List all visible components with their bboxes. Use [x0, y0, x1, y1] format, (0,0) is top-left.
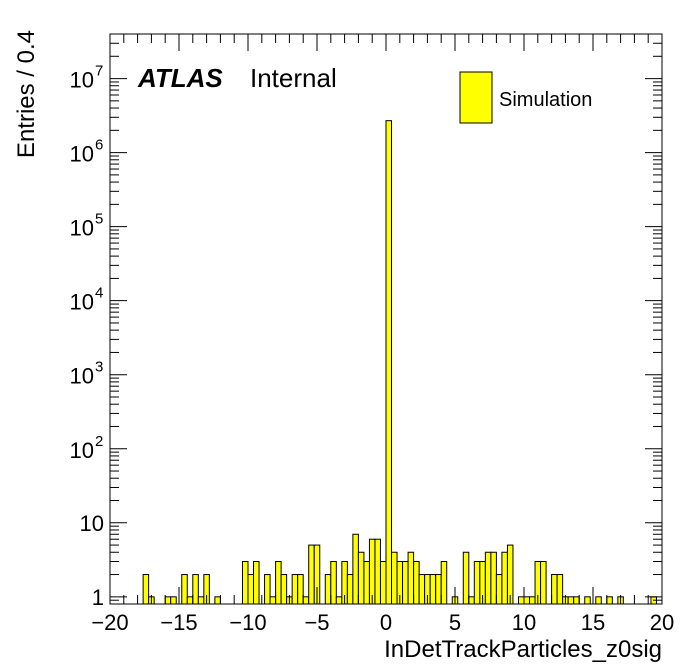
histogram-bar — [142, 574, 150, 605]
histogram-bar — [523, 596, 531, 605]
histogram-bar — [440, 561, 448, 605]
histogram-bar — [490, 551, 497, 605]
histogram-bar — [418, 574, 426, 605]
histogram-bar — [181, 574, 188, 605]
histogram-bar — [567, 596, 575, 605]
y-tick-exponent: 3 — [95, 359, 103, 376]
legend-label: Simulation — [499, 89, 592, 111]
histogram-bar — [357, 551, 365, 605]
histogram-bar — [308, 544, 315, 605]
x-tick-label: 5 — [449, 610, 461, 635]
histogram-bar — [280, 574, 288, 605]
histogram-bar — [170, 596, 177, 605]
y-tick-exponent: 4 — [95, 285, 103, 302]
histogram-bar — [551, 574, 558, 605]
histogram-bar — [335, 596, 343, 605]
y-tick-label: 1 — [92, 585, 104, 610]
histogram-bar — [517, 596, 525, 605]
histogram-bar — [302, 596, 310, 605]
histogram-bar — [606, 596, 613, 605]
histogram-bar — [291, 574, 299, 605]
histogram-bar — [556, 574, 564, 605]
histogram-bars — [142, 120, 657, 605]
histogram-bar — [374, 538, 381, 605]
histogram-bar — [186, 596, 194, 605]
x-tick-label: −15 — [160, 610, 197, 635]
x-tick-label: −20 — [91, 610, 128, 635]
histogram-bar — [297, 574, 304, 605]
x-tick-label: 20 — [650, 610, 674, 635]
histogram-bar — [501, 551, 508, 605]
histogram-bar — [391, 551, 398, 605]
histogram-bar — [241, 561, 249, 605]
histogram-bar — [468, 596, 475, 605]
histogram-bar — [429, 574, 437, 605]
y-tick-exponent: 2 — [95, 433, 103, 450]
x-tick-label: −10 — [229, 610, 266, 635]
histogram-bar — [473, 561, 481, 605]
atlas-label: ATLAS — [137, 63, 223, 93]
histogram-bar — [407, 551, 415, 605]
histogram-bar — [595, 596, 602, 605]
x-tick-label: 0 — [380, 610, 392, 635]
histogram-bar — [346, 574, 354, 605]
x-axis-label: InDetTrackParticles_z0sig — [384, 636, 662, 663]
histogram-bar — [379, 561, 387, 605]
histogram-bar — [324, 574, 332, 605]
histogram-bar — [495, 574, 503, 605]
y-tick-exponent: 7 — [95, 63, 103, 80]
y-tick-label: 10 — [70, 290, 94, 315]
axis-ticks — [109, 33, 663, 605]
y-tick-label: 10 — [70, 438, 94, 463]
histogram-bar — [275, 561, 282, 605]
histogram-bar — [164, 596, 172, 605]
y-tick-label: 10 — [70, 142, 94, 167]
histogram-bar — [584, 596, 591, 605]
histogram-bar — [385, 120, 393, 605]
histogram-bar — [484, 551, 492, 605]
histogram-bar — [413, 561, 420, 605]
legend-swatch — [459, 71, 493, 124]
histogram-bar — [247, 574, 255, 605]
x-tick-label: 15 — [581, 610, 605, 635]
y-tick-label: 10 — [80, 511, 104, 536]
histogram-bar — [264, 574, 271, 605]
histogram-bar — [352, 533, 359, 605]
histogram-bar — [269, 596, 277, 605]
histogram-bar — [330, 561, 337, 605]
y-tick-exponent: 5 — [95, 211, 103, 228]
histogram-bar — [253, 561, 260, 605]
y-tick-label: 10 — [70, 216, 94, 241]
x-tick-label: −5 — [304, 610, 329, 635]
histogram-bar — [197, 596, 205, 605]
histogram-bar — [540, 561, 547, 605]
y-tick-label: 10 — [70, 364, 94, 389]
histogram-bar — [363, 561, 370, 605]
y-tick-label: 10 — [70, 68, 94, 93]
histogram-bar — [573, 596, 580, 605]
histogram-bar — [214, 596, 221, 605]
histogram-bar — [435, 574, 442, 605]
plot-frame — [109, 33, 663, 605]
x-tick-labels: −20 −15 −10 −5 0 5 10 15 20 — [91, 610, 674, 635]
histogram-bar — [402, 561, 409, 605]
legend: Simulation — [459, 71, 592, 124]
histogram-bar — [368, 538, 376, 605]
y-axis-label: Entries / 0.4 — [13, 30, 40, 158]
histogram-bar — [462, 551, 470, 605]
y-tick-exponent: 6 — [95, 137, 103, 154]
x-tick-label: 10 — [512, 610, 536, 635]
histogram-bar — [192, 574, 199, 605]
histogram-bar — [529, 596, 536, 605]
atlas-sublabel: Internal — [250, 63, 337, 93]
